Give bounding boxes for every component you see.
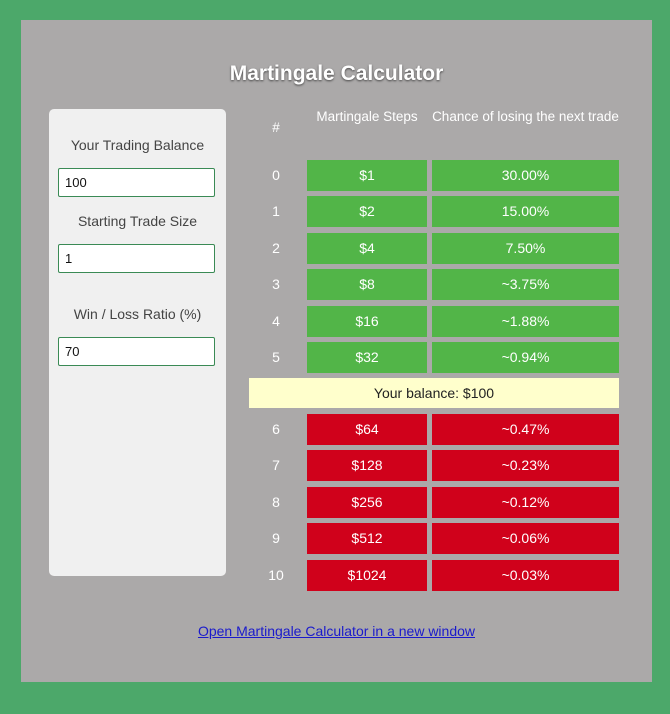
step-cell: $32 — [307, 342, 427, 373]
step-cell: $4 — [307, 232, 427, 264]
row-number: 8 — [272, 493, 280, 510]
step-cell: $512 — [307, 523, 427, 555]
chance-cell: ~0.94% — [432, 342, 619, 373]
row-number: 1 — [272, 203, 280, 220]
step-cell: $1 — [307, 160, 427, 191]
chance-cell: ~0.23% — [432, 450, 619, 482]
header-number: # — [272, 120, 280, 135]
trade-size-label: Starting Trade Size — [77, 213, 198, 229]
row-number: 9 — [272, 530, 280, 547]
step-cell: $64 — [307, 414, 427, 445]
step-cell: $128 — [307, 450, 427, 482]
chance-cell: ~0.12% — [432, 486, 619, 518]
input-panel: Your Trading Balance Starting Trade Size… — [49, 109, 226, 576]
row-number: 4 — [272, 312, 280, 329]
chance-cell: ~0.03% — [432, 559, 619, 591]
balance-input[interactable] — [58, 168, 215, 197]
calculator-frame: Martingale Calculator Your Trading Balan… — [21, 20, 652, 682]
chance-cell: 7.50% — [432, 232, 619, 264]
ratio-input[interactable] — [58, 337, 215, 366]
row-number: 5 — [272, 349, 280, 365]
balance-label: Your Trading Balance — [70, 137, 205, 153]
chance-cell: ~0.06% — [432, 523, 619, 555]
chance-cell: ~3.75% — [432, 269, 619, 301]
chance-cell: ~0.47% — [432, 414, 619, 445]
ratio-label: Win / Loss Ratio (%) — [73, 306, 202, 322]
header-steps: Martingale Steps — [316, 109, 418, 124]
row-number: 10 — [268, 566, 284, 583]
chance-cell: 15.00% — [432, 196, 619, 228]
step-cell: $256 — [307, 486, 427, 518]
chance-cell: 30.00% — [432, 160, 619, 191]
header-chance: Chance of losing the next trade — [432, 109, 619, 124]
row-number: 6 — [272, 421, 280, 437]
step-cell: $16 — [307, 305, 427, 337]
row-number: 7 — [272, 457, 280, 474]
balance-bar: Your balance: $100 — [249, 378, 619, 408]
open-new-window-link[interactable]: Open Martingale Calculator in a new wind… — [197, 623, 476, 639]
row-number: 3 — [272, 276, 280, 293]
page-title: Martingale Calculator — [229, 62, 444, 85]
step-cell: $2 — [307, 196, 427, 228]
step-cell: $8 — [307, 269, 427, 301]
row-number: 2 — [272, 239, 280, 256]
chance-cell: ~1.88% — [432, 305, 619, 337]
trade-size-input[interactable] — [58, 244, 215, 273]
row-number: 0 — [272, 167, 280, 183]
step-cell: $1024 — [307, 559, 427, 591]
